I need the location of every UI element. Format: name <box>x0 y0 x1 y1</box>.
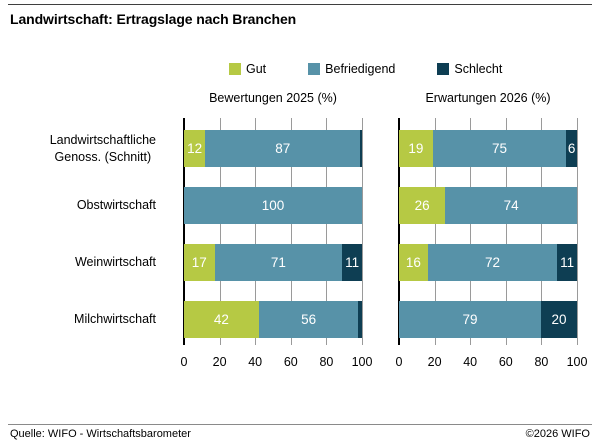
category-label: Landwirtschaftliche Genoss. (Schnitt) <box>0 130 156 167</box>
copyright-note: ©2026 WIFO <box>525 428 590 440</box>
category-label: Obstwirtschaft <box>0 187 156 224</box>
bar-row: 42 56 <box>184 301 362 338</box>
x-axis-tick-label: 60 <box>283 355 298 369</box>
source-note: Quelle: WIFO - Wirtschaftsbarometer <box>10 428 191 440</box>
bar-value-label: 87 <box>275 141 291 156</box>
legend-label: Befriedigend <box>325 62 396 76</box>
bar-value-label: 26 <box>414 198 430 213</box>
bar-segment-gut: 16 <box>399 244 428 281</box>
legend-label: Gut <box>246 62 267 76</box>
gridline <box>362 118 363 345</box>
legend-item-schlecht: Schlecht <box>437 62 502 76</box>
bar-segment-befriedigend: 72 <box>427 244 558 281</box>
bar-segment-gut: 17 <box>184 244 215 281</box>
bar-segment-befriedigend: 79 <box>399 301 542 338</box>
bar-segment-befriedigend: 56 <box>258 301 359 338</box>
bar-value-label: 42 <box>213 312 229 327</box>
bar-value-label: 20 <box>551 312 567 327</box>
panel-title: Bewertungen 2025 (%) <box>209 91 337 105</box>
bar-value-label: 17 <box>191 255 207 270</box>
legend-swatch-icon <box>308 63 321 75</box>
bar-row: 17 71 11 <box>184 244 362 281</box>
category-labels: Landwirtschaftliche Genoss. (Schnitt) Obs… <box>0 118 156 345</box>
bar-value-label: 74 <box>503 198 519 213</box>
legend-label: Schlecht <box>454 62 503 76</box>
x-axis-tick-label: 40 <box>463 355 478 369</box>
bar-row: 19 75 6 <box>399 130 577 167</box>
bar-segment-befriedigend: 71 <box>214 244 343 281</box>
top-divider <box>8 4 592 5</box>
bar-segment-befriedigend: 74 <box>445 187 577 224</box>
x-axis-tick-label: 100 <box>566 355 588 369</box>
x-axis-tick-label: 0 <box>180 355 188 369</box>
category-label: Weinwirtschaft <box>0 244 156 281</box>
bar-segment-befriedigend: 87 <box>205 130 361 167</box>
bar-segment-schlecht: 20 <box>541 301 577 338</box>
chart-panel: 19 75 6 26 74 16 72 11 79 20 0 20 40 60 80 100 <box>396 118 587 369</box>
category-label-text: Landwirtschaftliche Genoss. (Schnitt) <box>49 132 156 164</box>
bar-segment-schlecht <box>358 301 362 338</box>
gridline <box>577 118 578 345</box>
bar-value-label: 79 <box>462 312 478 327</box>
bar-row: 16 72 11 <box>399 244 577 281</box>
gridline <box>434 118 436 345</box>
bar-segment-befriedigend: 75 <box>432 130 567 167</box>
gridline <box>255 118 257 345</box>
category-label: Milchwirtschaft <box>0 301 156 338</box>
x-axis-tick-label: 60 <box>498 355 513 369</box>
x-axis-tick-label: 40 <box>248 355 263 369</box>
legend-swatch-icon <box>229 63 241 75</box>
bar-segment-schlecht: 6 <box>566 130 577 167</box>
legend: Gut Befriedigend Schlecht <box>229 62 502 76</box>
bar-value-label: 11 <box>345 255 360 270</box>
bar-segment-befriedigend: 100 <box>184 187 362 224</box>
bar-value-label: 56 <box>301 312 317 327</box>
bar-row: 100 <box>184 187 362 224</box>
footer-divider <box>8 424 592 425</box>
gridline <box>290 118 292 345</box>
x-axis-tick-label: 20 <box>212 355 227 369</box>
x-axis-tick-label: 80 <box>534 355 549 369</box>
bar-segment-gut: 26 <box>399 187 446 224</box>
gridline <box>505 118 507 345</box>
bar-row: 26 74 <box>399 187 577 224</box>
bar-value-label: 71 <box>270 255 286 270</box>
legend-swatch-icon <box>437 63 450 75</box>
gridline <box>541 118 543 345</box>
bar-segment-gut: 42 <box>184 301 259 338</box>
bar-segment-schlecht: 11 <box>557 244 577 281</box>
bar-value-label: 12 <box>187 141 203 156</box>
bar-segment-schlecht: 11 <box>342 244 362 281</box>
chart-title: Landwirtschaft: Ertragslage nach Branche… <box>10 11 297 27</box>
bar-value-label: 11 <box>560 255 575 270</box>
bar-value-label: 75 <box>492 141 508 156</box>
category-label-text: Milchwirtschaft <box>74 312 156 327</box>
bar-row: 79 20 <box>399 301 577 338</box>
bar-segment-schlecht <box>360 130 362 167</box>
bar-row: 12 87 <box>184 130 362 167</box>
gridline <box>219 118 221 345</box>
bar-value-label: 100 <box>261 198 285 213</box>
bar-value-label: 6 <box>567 141 576 156</box>
legend-item-gut: Gut <box>229 62 266 76</box>
category-label-text: Weinwirtschaft <box>74 255 156 270</box>
panel-title: Erwartungen 2026 (%) <box>425 91 551 105</box>
bar-value-label: 19 <box>408 141 424 156</box>
gridline <box>470 118 472 345</box>
bar-segment-gut: 12 <box>184 130 206 167</box>
bar-value-label: 72 <box>484 255 500 270</box>
category-label-text: Obstwirtschaft <box>76 198 156 213</box>
legend-item-befriedigend: Befriedigend <box>308 62 395 76</box>
x-axis-tick-label: 20 <box>427 355 442 369</box>
x-axis-tick-label: 100 <box>351 355 373 369</box>
gridline <box>326 118 328 345</box>
y-axis-line <box>183 118 185 345</box>
bar-segment-gut: 19 <box>399 130 433 167</box>
y-axis-line <box>398 118 400 345</box>
x-axis-tick-label: 80 <box>319 355 334 369</box>
x-axis-tick-label: 0 <box>395 355 403 369</box>
bar-value-label: 16 <box>405 255 421 270</box>
chart-panel: 12 87 100 17 71 11 42 56 0 20 40 60 80 100 <box>181 118 372 369</box>
